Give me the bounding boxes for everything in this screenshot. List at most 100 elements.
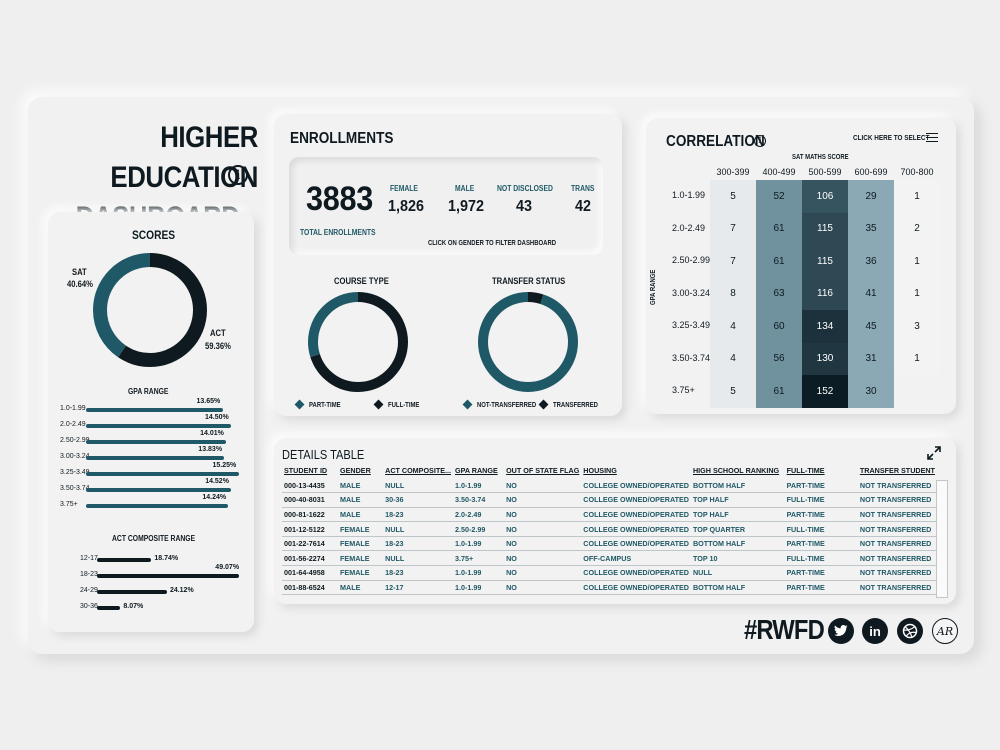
menu-icon[interactable] [926,133,938,142]
act-bar[interactable] [97,606,121,610]
not-disclosed-label[interactable]: NOT DISCLOSED [497,184,553,193]
female-value[interactable]: 1,826 [388,198,425,215]
heatmap-cell[interactable]: 30 [848,375,894,408]
part-time-slice[interactable] [308,292,408,392]
heatmap-cell[interactable]: 31 [848,342,894,375]
bar[interactable] [86,472,239,476]
heatmap-cell[interactable] [894,375,940,408]
table-cell: 000-13-4435 [282,478,339,494]
heatmap-cell[interactable]: 4 [710,342,756,375]
dribbble-icon[interactable] [897,618,923,644]
table-cell: NO [504,521,582,537]
details-column-header[interactable]: OUT OF STATE FLAG [506,466,580,475]
ar-logo-icon[interactable]: AR [932,618,958,644]
twitter-icon[interactable] [828,618,854,644]
table-cell: TOP HALF [690,492,785,508]
female-label[interactable]: FEMALE [390,184,418,193]
bar[interactable] [86,408,223,412]
table-cell: NULL [383,550,454,567]
table-row[interactable]: 001-64-4958 FEMALE 18-23 1.0-1.99 NO COLLEGE … [282,565,937,581]
transferred-slice[interactable] [478,292,578,392]
trans-label[interactable]: TRANS [571,184,595,193]
heatmap-cell[interactable]: 7 [710,212,756,245]
act-bar[interactable] [97,590,167,594]
course-type-donut[interactable] [306,290,410,394]
heatmap-cell[interactable]: 60 [756,310,802,343]
table-cell: MALE [338,580,384,596]
heatmap-cell[interactable]: 4 [710,310,756,343]
info-icon[interactable]: i [228,165,248,185]
heatmap-cell[interactable]: 116 [802,277,848,310]
bar[interactable] [86,504,229,508]
click-to-select-label[interactable]: CLICK HERE TO SELECT [853,133,930,142]
heatmap-cell[interactable]: 63 [756,277,802,310]
heatmap-cell[interactable]: 3 [894,310,940,343]
heatmap-cell[interactable]: 8 [710,277,756,310]
heatmap-cell[interactable]: 52 [756,180,802,213]
details-column-header[interactable]: HIGH SCHOOL RANKING [692,466,780,475]
heatmap-cell[interactable]: 2 [894,212,940,245]
bar[interactable] [86,456,225,460]
table-cell: NOT TRANSFERRED [857,536,937,552]
table-row[interactable]: 000-40-8031 MALE 30-36 3.50-3.74 NO COLLEGE O… [282,492,937,508]
heatmap-cell[interactable]: 7 [710,245,756,278]
heatmap-cell[interactable]: 61 [756,212,802,245]
heatmap-cell[interactable]: 152 [802,375,848,408]
table-cell: 000-81-1622 [282,507,339,523]
enrollments-summary [289,157,603,255]
heatmap-cell[interactable]: 134 [802,310,848,343]
heatmap-cell[interactable]: 130 [802,342,848,375]
details-column-header[interactable]: HOUSING [583,466,617,475]
bar[interactable] [86,440,227,444]
expand-icon[interactable] [926,445,942,461]
details-column-header[interactable]: STUDENT ID [284,466,328,475]
details-column-header[interactable]: TRANSFER STUDENT [859,466,935,475]
details-column-header[interactable]: FULL-TIME [786,466,825,475]
table-row[interactable]: 001-12-5122 FEMALE NULL 2.50-2.99 NO COLLEGE … [282,521,937,537]
male-value[interactable]: 1,972 [448,198,485,215]
trans-value[interactable]: 42 [575,198,592,215]
heatmap-cell[interactable]: 56 [756,342,802,375]
heatmap-cell[interactable]: 61 [756,375,802,408]
act-bar[interactable] [97,574,240,578]
heatmap-row-header: 1.0-1.99 [672,190,706,200]
not-disclosed-value[interactable]: 43 [516,198,533,215]
heatmap-cell[interactable]: 1 [894,342,940,375]
heatmap-cell[interactable]: 1 [894,180,940,213]
heatmap-cell[interactable]: 1 [894,245,940,278]
scores-card [48,212,254,632]
bar[interactable] [86,488,232,492]
heatmap-col-header: 700-800 [900,167,934,177]
male-label[interactable]: MALE [455,184,475,193]
bar[interactable] [86,424,231,428]
details-column-header[interactable]: GPA RANGE [455,466,498,475]
heatmap-cell[interactable]: 106 [802,180,848,213]
scores-donut[interactable] [90,250,210,370]
table-row[interactable]: 001-88-6524 MALE 12-17 1.0-1.99 NO COLLEGE OW… [282,580,937,596]
heatmap-cell[interactable]: 1 [894,277,940,310]
table-row[interactable]: 001-56-2274 FEMALE NULL 3.75+ NO OFF-CAMPUS TO… [282,550,937,567]
heatmap-cell[interactable]: 115 [802,245,848,278]
heatmap-cell[interactable]: 36 [848,245,894,278]
table-row[interactable]: 001-22-7614 FEMALE 18-23 1.0-1.99 NO COLLEGE … [282,536,937,552]
heatmap-cell[interactable]: 5 [710,180,756,213]
transfer-status-donut[interactable] [476,290,580,394]
heatmap-cell[interactable]: 115 [802,212,848,245]
table-scrollbar[interactable] [936,480,948,598]
correlation-info-icon[interactable]: i [754,135,766,147]
table-row[interactable]: 000-81-1622 MALE 18-23 2.0-2.49 NO COLLEGE OW… [282,507,937,523]
not-transferred-slice[interactable] [478,292,578,392]
sat-slice[interactable] [93,253,207,367]
details-column-header[interactable]: GENDER [340,466,371,475]
details-column-header[interactable]: ACT COMPOSITE... [385,466,452,475]
heatmap-cell[interactable]: 45 [848,310,894,343]
heatmap-cell[interactable]: 61 [756,245,802,278]
table-row[interactable]: 000-13-4435 MALE NULL 1.0-1.99 NO COLLEGE OWN… [282,478,937,494]
act-bar[interactable] [97,558,152,562]
act-range-title: ACT COMPOSITE RANGE [112,534,196,543]
heatmap-cell[interactable]: 29 [848,180,894,213]
linkedin-icon[interactable]: in [862,618,888,644]
heatmap-cell[interactable]: 41 [848,277,894,310]
heatmap-cell[interactable]: 35 [848,212,894,245]
heatmap-cell[interactable]: 5 [710,375,756,408]
